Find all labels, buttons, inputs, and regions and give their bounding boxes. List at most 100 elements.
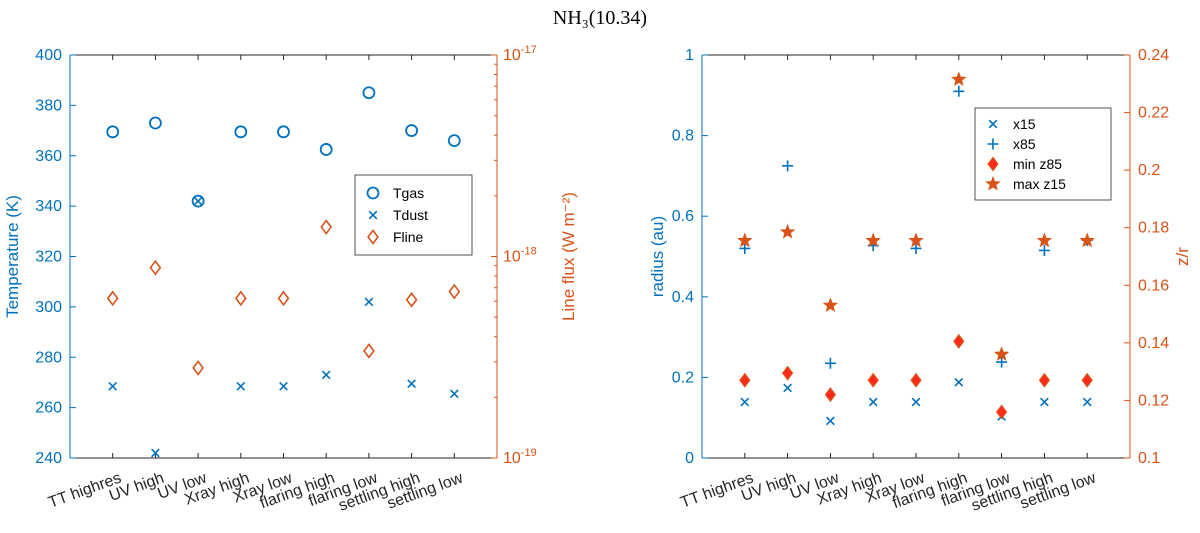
left-y-tick-label: 0.6: [672, 208, 694, 225]
x15-point: [826, 416, 835, 426]
fline-point: [106, 290, 119, 307]
x85-point: [782, 160, 794, 172]
legend-marker-fline: [367, 229, 379, 245]
left-y-tick-label: 300: [35, 299, 62, 316]
legend-entry-x15: x15: [1013, 116, 1036, 132]
fline-point: [405, 291, 418, 308]
left-y-tick-label: 340: [35, 198, 62, 215]
x85-point: [824, 357, 836, 369]
right-y-tick-label: 0.1: [1138, 450, 1160, 467]
max-z15-point: [951, 71, 967, 87]
figure-title: NH₃(10.34): [553, 7, 647, 29]
max-z15-point: [993, 346, 1010, 361]
left-y-tick-label: 0: [685, 450, 694, 467]
tick-exponent: -17: [521, 44, 537, 56]
x85-point: [910, 242, 922, 254]
right-y-tick-label: 0.12: [1138, 392, 1169, 409]
right-y-tick-label: 10-17: [503, 44, 537, 64]
max-z15-point: [737, 232, 753, 248]
right-y-axis-label: Line flux (W m⁻²): [559, 192, 578, 321]
min-z85-point: [1081, 372, 1093, 388]
min-z85-point: [739, 372, 751, 388]
x15-point: [911, 397, 921, 407]
min-z85-point: [781, 365, 794, 381]
min-z85-point: [995, 404, 1008, 420]
min-z85-point: [910, 372, 922, 388]
fline-point: [234, 290, 247, 307]
legend-entry-fline: Fline: [393, 229, 424, 245]
legend-box: [974, 107, 1112, 201]
right-y-tick-label: 0.16: [1138, 277, 1169, 294]
right-y-tick-label: 0.22: [1138, 105, 1169, 122]
legend-entry-max-z15: max z15: [1013, 176, 1066, 192]
tgas-point: [405, 124, 419, 137]
fline-point: [277, 290, 290, 307]
right-y-axis-label: z/r: [1173, 247, 1192, 266]
left-y-tick-label: 360: [35, 148, 62, 165]
legend-marker-tdust: [368, 210, 378, 220]
x15-point: [1040, 397, 1049, 407]
tdust-point: [449, 389, 459, 399]
min-z85-point: [867, 372, 879, 388]
tgas-point: [277, 125, 290, 139]
left-y-tick-label: 0.4: [672, 289, 694, 306]
fline-point: [448, 283, 461, 300]
right-y-tick-label: 10-19: [503, 447, 537, 467]
right-y-tick-label: 0.18: [1138, 220, 1169, 237]
x15-point: [954, 377, 964, 387]
tdust-point: [193, 196, 203, 206]
left-y-tick-label: 260: [35, 400, 62, 417]
legend-marker-min-z85: [987, 156, 999, 172]
x15-point: [868, 397, 878, 407]
fline-point: [363, 343, 375, 359]
min-z85-point: [953, 333, 965, 349]
fline-point: [149, 259, 162, 276]
x15-point: [740, 397, 750, 407]
right-y-tick-label: 0.2: [1138, 162, 1160, 179]
left-y-tick-label: 320: [35, 249, 62, 266]
tdust-point: [279, 381, 288, 391]
tick-exponent: -19: [521, 447, 537, 459]
tdust-point: [236, 381, 246, 391]
tgas-point: [106, 125, 120, 139]
x15-point: [783, 383, 792, 393]
min-z85-point: [824, 387, 837, 403]
legend-marker-x15: [988, 119, 998, 129]
tdust-point: [364, 297, 374, 307]
max-z15-point: [1079, 232, 1095, 248]
legend-marker-tgas: [366, 186, 380, 200]
max-z15-point: [908, 232, 924, 248]
max-z15-point: [1036, 232, 1053, 248]
left-y-tick-label: 280: [35, 349, 62, 366]
tgas-point: [319, 143, 333, 156]
tdust-point: [321, 370, 331, 380]
legend: Tgas Tdust Fline: [354, 174, 473, 256]
fline-point: [320, 219, 333, 235]
tgas-point: [362, 86, 376, 100]
max-z15-point: [865, 232, 881, 248]
left-y-tick-label: 240: [35, 450, 62, 467]
tick-base: 10: [503, 47, 521, 64]
tdust-point: [108, 381, 118, 391]
tgas-point: [234, 125, 248, 139]
left-y-axis-label: Temperature (K): [3, 195, 22, 318]
legend-entry-x85: x85: [1013, 136, 1036, 152]
x15-point: [1082, 397, 1092, 407]
x85-point: [953, 85, 965, 97]
tdust-point: [407, 379, 416, 389]
legend: x15 x85 min z85 max z15: [974, 107, 1112, 201]
left-y-tick-label: 400: [35, 47, 62, 64]
min-z85-point: [1038, 372, 1051, 388]
legend-entry-tdust: Tdust: [393, 207, 428, 223]
x85-point: [1038, 244, 1050, 256]
tick-exponent: -18: [521, 246, 537, 258]
tick-base: 10: [503, 249, 521, 266]
tgas-point: [447, 134, 461, 148]
fline-point: [192, 360, 204, 376]
left-y-tick-label: 0.2: [672, 369, 694, 386]
legend-entry-tgas: Tgas: [393, 185, 424, 201]
right-y-tick-label: 0.14: [1138, 335, 1169, 352]
